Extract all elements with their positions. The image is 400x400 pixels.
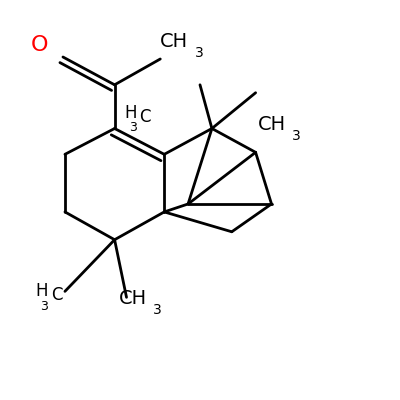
Text: C: C: [139, 108, 151, 126]
Text: CH: CH: [258, 115, 286, 134]
Text: O: O: [30, 35, 48, 55]
Text: 3: 3: [153, 303, 162, 317]
Text: C: C: [51, 286, 62, 304]
Text: 3: 3: [129, 121, 137, 134]
Text: CH: CH: [118, 289, 147, 308]
Text: H: H: [36, 282, 48, 300]
Text: H: H: [124, 104, 136, 122]
Text: 3: 3: [40, 300, 48, 313]
Text: 3: 3: [195, 46, 204, 60]
Text: 3: 3: [292, 129, 300, 143]
Text: CH: CH: [160, 32, 188, 51]
